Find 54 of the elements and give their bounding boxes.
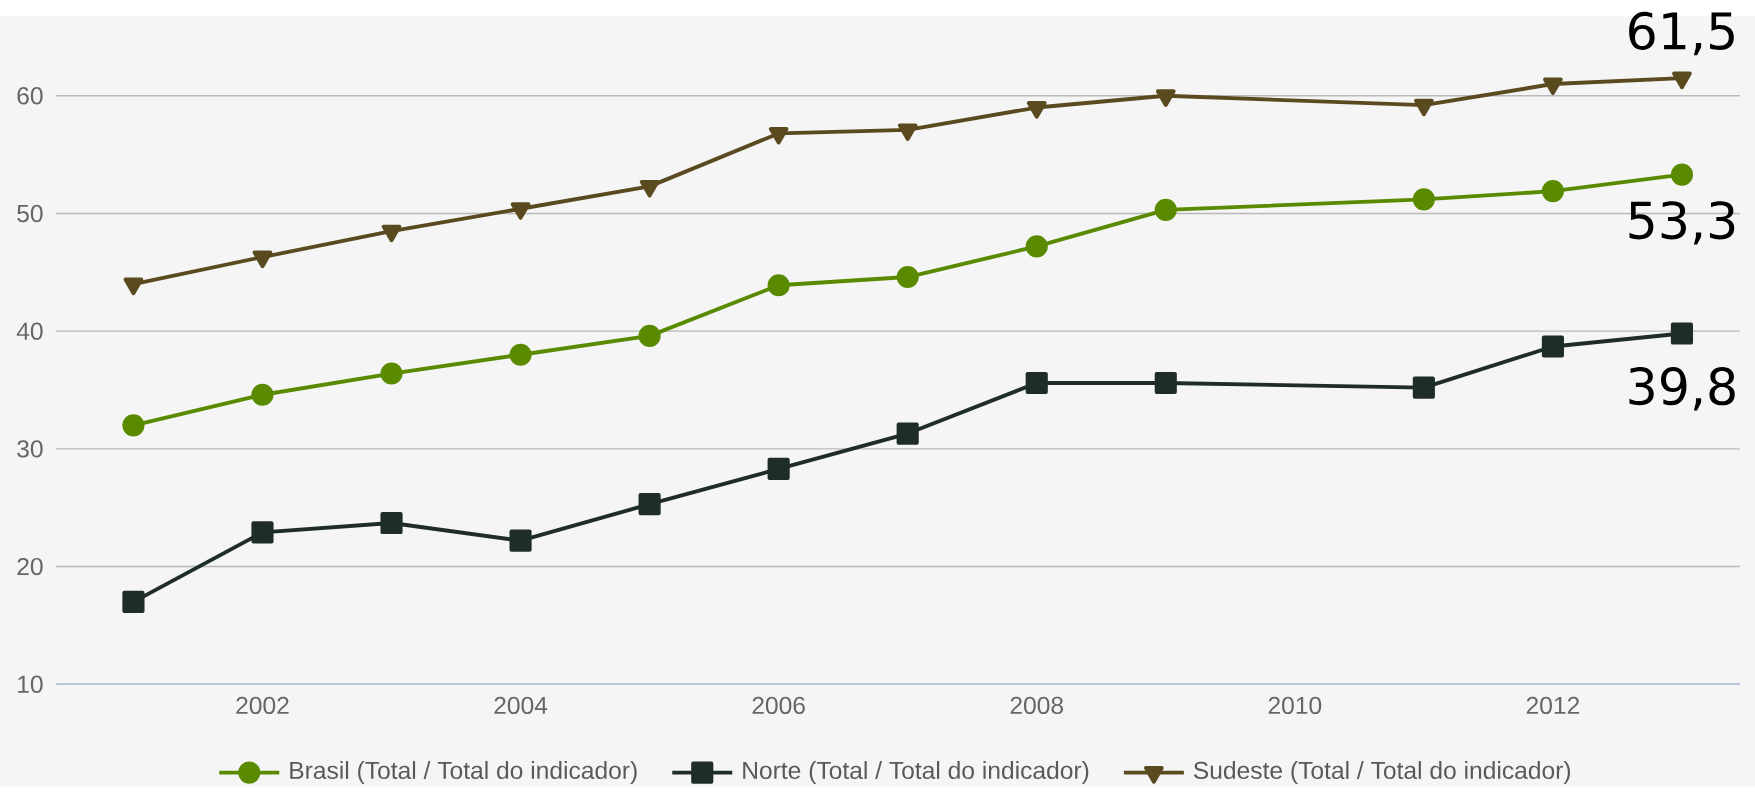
- point: [1672, 71, 1692, 90]
- point: [1414, 98, 1434, 117]
- point: [638, 493, 661, 516]
- y-tick-label: 60: [17, 87, 43, 105]
- point: [896, 422, 919, 445]
- x-tick-label: 2010: [1268, 696, 1322, 714]
- data-label: 61,5: [1629, 11, 1734, 56]
- point: [1670, 163, 1694, 186]
- point: [1025, 371, 1048, 394]
- data-label: 39,8: [1629, 366, 1735, 411]
- point: [896, 265, 919, 289]
- legend-label: Brasil (Total / Total do indicador): [290, 760, 637, 784]
- point: [122, 590, 145, 613]
- point: [509, 343, 532, 366]
- point: [639, 179, 660, 198]
- legend-label: Sudeste (Total / Total do indicador): [1193, 760, 1571, 784]
- point: [251, 383, 274, 406]
- point: [1154, 371, 1177, 394]
- y-tick-label: 10: [18, 675, 43, 693]
- point: [380, 362, 403, 385]
- point: [638, 324, 661, 347]
- y-tick-label: 30: [17, 440, 43, 458]
- point: [1541, 335, 1564, 358]
- point: [767, 457, 790, 480]
- point: [1670, 322, 1694, 345]
- data-label: 53,3: [1629, 201, 1735, 245]
- x-tick-label: 2006: [752, 696, 805, 714]
- legend-label: Norte (Total / Total do indicador): [743, 760, 1089, 784]
- point: [251, 521, 274, 544]
- point: [510, 202, 531, 220]
- point: [1412, 376, 1435, 399]
- x-tick-label: 2004: [494, 696, 548, 714]
- point: [1154, 198, 1177, 221]
- point: [1541, 179, 1564, 203]
- x-tick-label: 2008: [1010, 696, 1064, 714]
- point: [1025, 235, 1048, 258]
- y-tick-label: 40: [16, 322, 43, 340]
- point: [123, 277, 144, 296]
- y-tick-label: 20: [17, 557, 43, 576]
- point: [1543, 77, 1563, 95]
- point: [381, 224, 402, 243]
- point: [1026, 100, 1047, 119]
- x-tick-label: 2002: [236, 696, 289, 714]
- point: [767, 274, 790, 297]
- point: [1155, 89, 1176, 107]
- y-tick-label: 50: [17, 204, 43, 223]
- point: [768, 126, 789, 145]
- x-tick-label: 2012: [1526, 696, 1580, 714]
- point: [380, 511, 403, 535]
- point: [1412, 188, 1435, 211]
- point: [122, 414, 145, 437]
- point: [252, 250, 273, 269]
- point: [509, 529, 532, 552]
- point: [897, 123, 918, 141]
